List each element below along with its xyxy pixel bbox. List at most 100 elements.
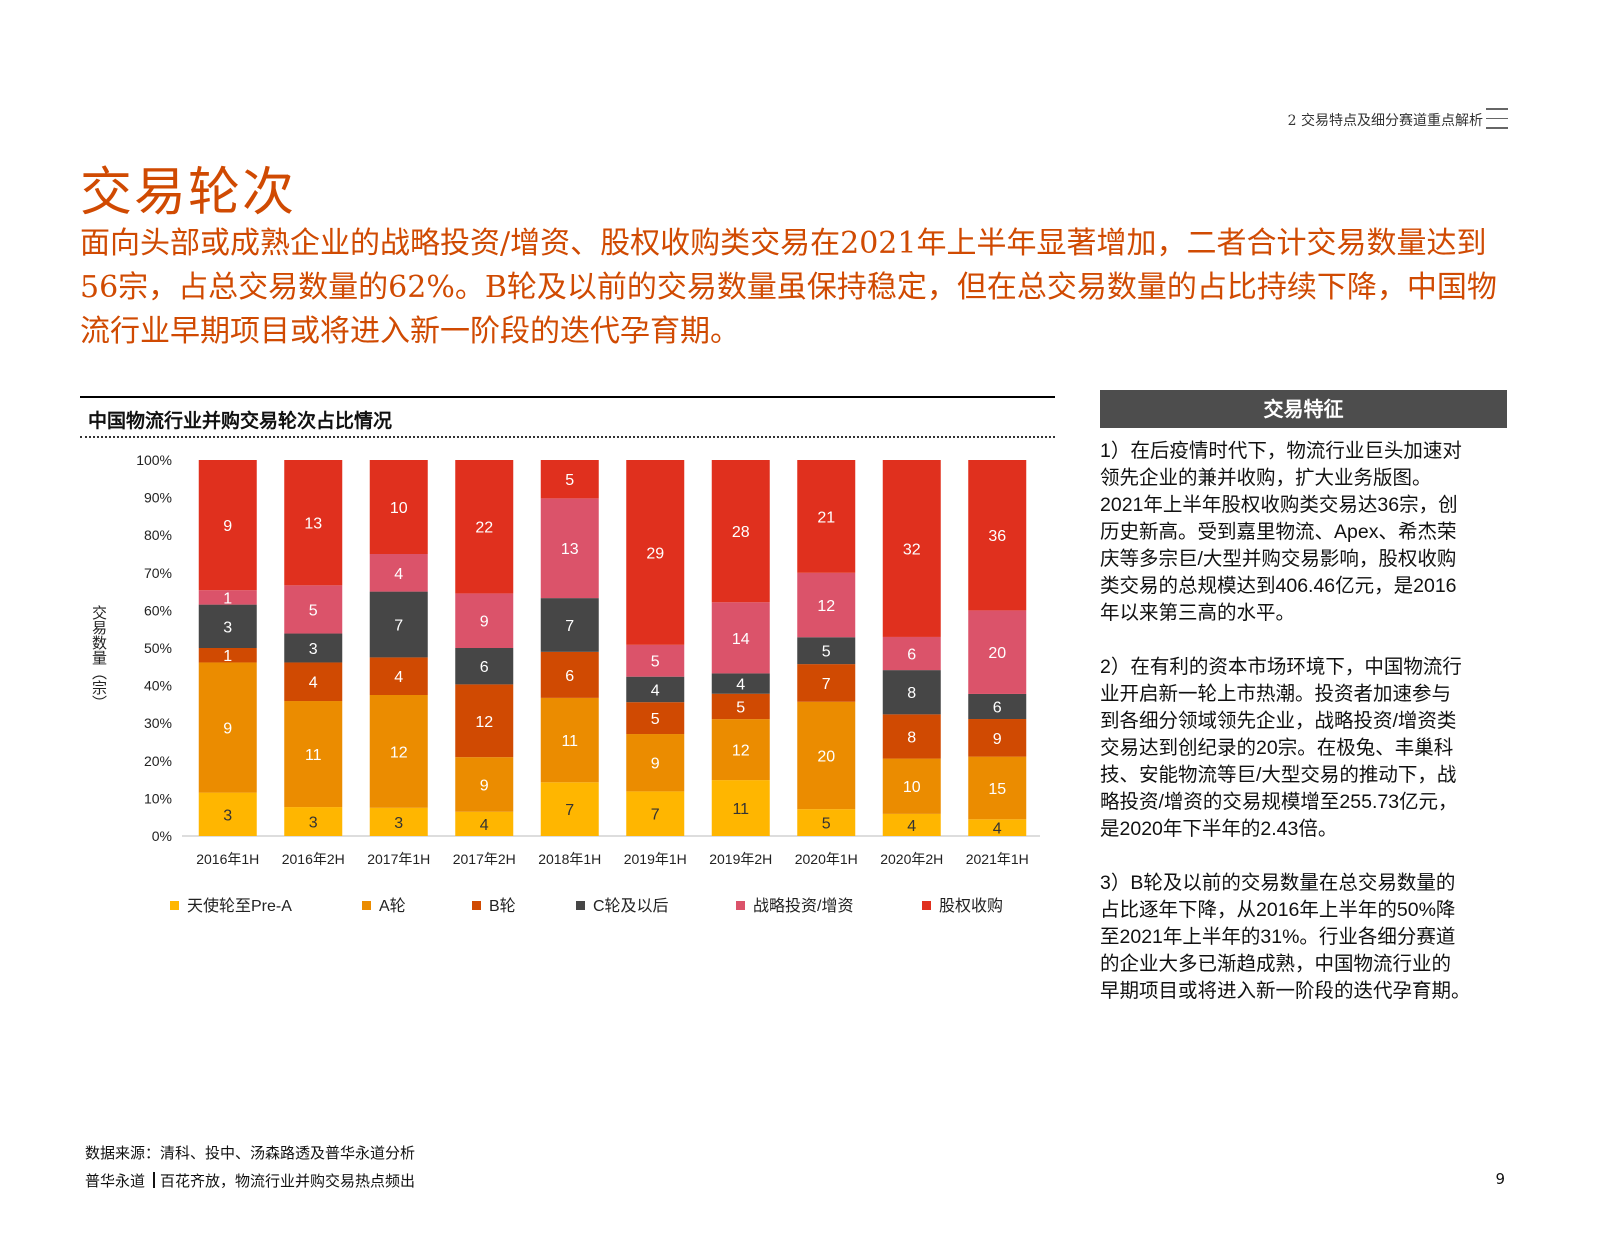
y-tick-label: 100% bbox=[136, 452, 172, 468]
y-tick-label: 30% bbox=[144, 715, 172, 731]
bar-segment bbox=[455, 684, 514, 758]
data-label: 8 bbox=[907, 729, 916, 746]
bar-segment bbox=[198, 604, 257, 648]
bar-segment bbox=[369, 460, 428, 554]
data-label: 10 bbox=[903, 779, 921, 796]
footer-report-title: 百花齐放，物流行业并购交易热点频出 bbox=[160, 1172, 416, 1190]
data-label: 11 bbox=[561, 733, 578, 750]
menu-lines-icon[interactable] bbox=[1486, 108, 1508, 130]
bar-segment bbox=[882, 460, 941, 637]
bar-segment bbox=[455, 460, 514, 594]
data-label: 29 bbox=[646, 545, 664, 562]
legend-swatch bbox=[170, 901, 179, 910]
bar-segment bbox=[540, 460, 599, 499]
transaction-features-panel: 交易特征 1）在后疫情时代下，物流行业巨头加速对 领先企业的兼并收购，扩大业务版… bbox=[1100, 390, 1507, 1005]
footer-brand: 普华永道 bbox=[85, 1172, 146, 1190]
data-label: 4 bbox=[480, 817, 489, 834]
data-label: 3 bbox=[309, 815, 318, 832]
data-label: 14 bbox=[732, 631, 750, 648]
bar-segment bbox=[455, 811, 514, 836]
legend-label: A轮 bbox=[379, 897, 406, 915]
bar-segment bbox=[711, 693, 770, 720]
data-label: 4 bbox=[907, 818, 916, 835]
data-label: 12 bbox=[390, 744, 408, 761]
data-label: 9 bbox=[651, 756, 660, 773]
page-number: 9 bbox=[1495, 1170, 1505, 1188]
x-tick-label: 2019年1H bbox=[624, 851, 687, 867]
bar-segment bbox=[626, 460, 685, 645]
stacked-bar-chart: 0%10%20%30%40%50%60%70%80%90%100%3913192… bbox=[136, 452, 1040, 915]
data-label: 21 bbox=[817, 509, 835, 526]
bar-segment bbox=[455, 757, 514, 812]
data-label: 11 bbox=[305, 747, 322, 764]
bar-segment bbox=[284, 662, 343, 702]
bar-segment bbox=[968, 819, 1027, 836]
data-label: 12 bbox=[732, 743, 750, 760]
data-label: 20 bbox=[817, 748, 835, 765]
x-tick-label: 2017年1H bbox=[367, 851, 430, 867]
data-label: 4 bbox=[736, 677, 745, 694]
bar-segment bbox=[626, 644, 685, 677]
feature-paragraph-2: 2）在有利的资本市场环境下，中国物流行 业开启新一轮上市热潮。投资者加速参与 到… bbox=[1100, 656, 1462, 840]
data-label: 4 bbox=[993, 821, 1002, 838]
legend-swatch bbox=[736, 901, 745, 910]
bar-segment bbox=[369, 807, 428, 836]
data-label: 3 bbox=[223, 807, 232, 824]
data-label: 15 bbox=[988, 781, 1006, 798]
bar-segment bbox=[198, 590, 257, 605]
y-tick-label: 90% bbox=[144, 490, 172, 506]
y-tick-label: 0% bbox=[152, 828, 172, 844]
bar-segment bbox=[455, 593, 514, 648]
data-label: 7 bbox=[651, 807, 660, 824]
y-tick-label: 50% bbox=[144, 640, 172, 656]
legend-label: 战略投资/增资 bbox=[753, 897, 853, 915]
bar-segment bbox=[882, 636, 941, 671]
data-label: 6 bbox=[565, 668, 574, 685]
data-label: 12 bbox=[817, 598, 835, 615]
data-label: 28 bbox=[732, 524, 750, 541]
y-tick-label: 60% bbox=[144, 602, 172, 618]
data-label: 7 bbox=[394, 618, 403, 635]
bar-segment bbox=[968, 610, 1027, 694]
section-reference: 2 交易特点及细分赛道重点解析 bbox=[1287, 113, 1483, 129]
bar-segment bbox=[882, 813, 941, 836]
data-label: 5 bbox=[736, 699, 745, 716]
bar-segment bbox=[626, 702, 685, 735]
data-label: 9 bbox=[223, 518, 232, 535]
data-label: 5 bbox=[309, 602, 318, 619]
bar-segment bbox=[369, 657, 428, 695]
data-label: 9 bbox=[223, 721, 232, 738]
data-label: 10 bbox=[390, 500, 408, 517]
data-label: 6 bbox=[480, 659, 489, 676]
data-label: 4 bbox=[394, 566, 403, 583]
chart-title: 中国物流行业并购交易轮次占比情况 bbox=[88, 410, 393, 432]
footer-brand-line: 普华永道 百花齐放，物流行业并购交易热点频出 bbox=[85, 1170, 415, 1191]
bar-segment bbox=[284, 460, 343, 586]
data-label: 7 bbox=[565, 618, 574, 635]
data-label: 4 bbox=[651, 682, 660, 699]
legend-swatch bbox=[362, 901, 371, 910]
bar-segment bbox=[626, 676, 685, 703]
bar-segment bbox=[882, 670, 941, 715]
legend-label: 天使轮至Pre-A bbox=[187, 897, 292, 915]
bar-segment bbox=[711, 719, 770, 781]
data-label: 20 bbox=[988, 645, 1006, 662]
y-axis-label: 交易数量（宗） bbox=[90, 605, 108, 710]
data-label: 5 bbox=[565, 472, 574, 489]
data-label: 36 bbox=[988, 528, 1006, 545]
footer-separator bbox=[153, 1172, 156, 1188]
bar-segment bbox=[369, 695, 428, 808]
y-tick-label: 20% bbox=[144, 753, 172, 769]
data-label: 9 bbox=[993, 731, 1002, 748]
legend-label: 股权收购 bbox=[939, 897, 1003, 915]
data-label: 1 bbox=[223, 590, 232, 607]
bar-segment bbox=[968, 719, 1027, 757]
data-label: 13 bbox=[304, 516, 322, 533]
data-label: 8 bbox=[907, 685, 916, 702]
data-label: 5 bbox=[822, 816, 831, 833]
data-label: 22 bbox=[475, 520, 493, 537]
bar-segment bbox=[198, 792, 257, 836]
x-tick-label: 2019年2H bbox=[709, 851, 772, 867]
bar-segment bbox=[797, 809, 856, 836]
bar-segment bbox=[198, 460, 257, 591]
